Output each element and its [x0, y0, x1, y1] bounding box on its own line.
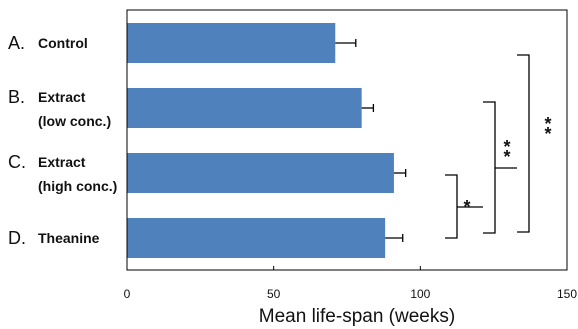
- category-label: Control: [38, 35, 88, 51]
- error-bars: [335, 39, 407, 242]
- bar: [127, 88, 362, 128]
- bar: [127, 218, 386, 258]
- bars: [127, 23, 394, 258]
- x-tick-label: 100: [410, 287, 430, 301]
- significance-label: *: [503, 137, 510, 157]
- category-label: Theanine: [38, 230, 100, 246]
- bar: [127, 153, 394, 193]
- significance-brackets: *****: [445, 54, 552, 239]
- category-letter: B.: [8, 87, 25, 107]
- x-tick-label: 150: [557, 287, 577, 301]
- category-letter: A.: [8, 33, 25, 53]
- significance-label-group: **: [503, 137, 510, 167]
- category-letter: C.: [8, 152, 26, 172]
- significance-bracket: [445, 174, 458, 239]
- significance-label-group: **: [544, 114, 551, 144]
- category-label: Extract: [38, 89, 86, 105]
- significance-label: *: [544, 124, 551, 144]
- significance-bracket: [483, 101, 496, 234]
- significance-label: *: [503, 147, 510, 167]
- significance-bracket: [517, 54, 530, 233]
- x-tick-labels: 0 50 100 150: [124, 287, 578, 301]
- bar: [127, 23, 336, 63]
- x-axis-label: Mean life-span (weeks): [259, 306, 455, 327]
- plot-frame: [126, 9, 568, 271]
- category-letter: D.: [8, 228, 26, 248]
- significance-label: *: [544, 114, 551, 134]
- x-axis: [126, 9, 568, 271]
- category-label: (low conc.): [38, 113, 111, 129]
- x-tick-label: 0: [124, 287, 131, 301]
- category-label: (high conc.): [38, 178, 117, 194]
- x-tick-label: 50: [267, 287, 281, 301]
- category-labels: A. Control B. Extract (low conc.) C. Extract (h…: [8, 33, 117, 248]
- category-label: Extract: [38, 154, 86, 170]
